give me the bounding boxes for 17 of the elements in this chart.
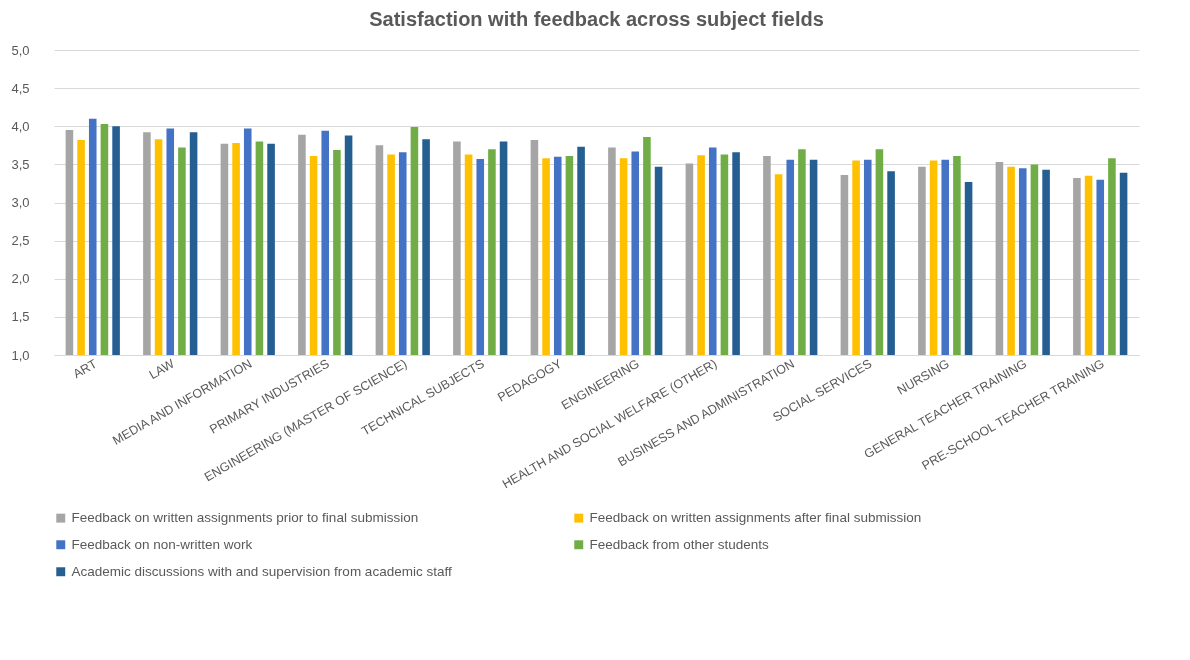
y-tick-label: 2,5 — [11, 233, 30, 249]
chart-title: Satisfaction with feedback across subject fields — [369, 8, 824, 30]
y-tick-label: 1,0 — [11, 347, 30, 363]
y-tick-label: 1,5 — [11, 309, 30, 325]
legend-label: Feedback on non-written work — [71, 536, 253, 552]
legend-label: Academic discussions with and supervision from academic staff — [71, 563, 452, 579]
y-tick-label: 3,0 — [11, 195, 30, 210]
legend-label: Feedback on written assignments after final submission — [589, 510, 922, 526]
y-tick-label: 4,0 — [11, 118, 30, 134]
y-tick-label: 5,0 — [11, 42, 30, 58]
y-tick-label: 2,0 — [11, 271, 30, 287]
legend-label: Feedback on written assignments prior to final submission — [71, 510, 419, 526]
x-tick-label: ART — [70, 356, 100, 382]
y-tick-label: 3,5 — [11, 156, 30, 172]
y-tick-label: 4,5 — [11, 80, 30, 96]
x-tick-label: LAW — [146, 356, 177, 383]
legend-label: Feedback from other students — [589, 536, 770, 552]
